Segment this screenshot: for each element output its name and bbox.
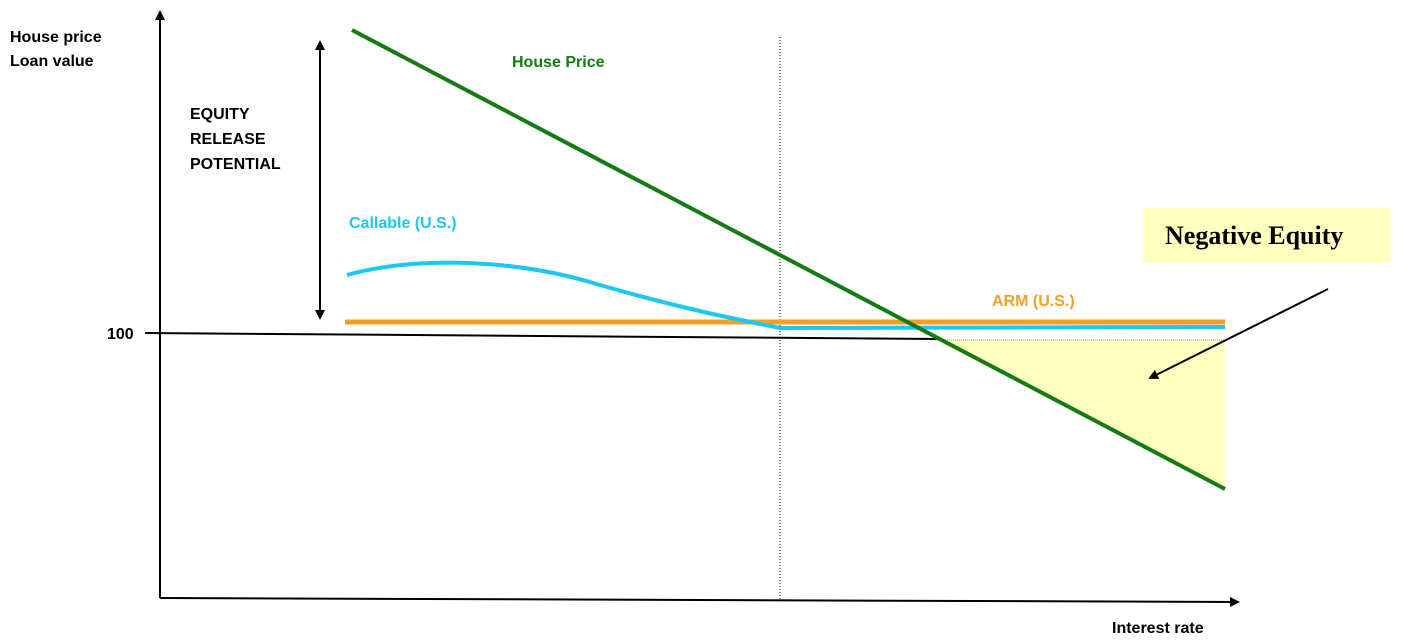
callable-label: Callable (U.S.) xyxy=(349,215,457,232)
house-price-label: House Price xyxy=(512,54,605,71)
x-axis-label: Interest rate xyxy=(1112,620,1204,637)
reference-line-100 xyxy=(144,332,941,340)
equity-release-label-line2: RELEASE xyxy=(190,131,266,148)
equity-release-label-line3: POTENTIAL xyxy=(190,156,281,173)
house-price-line xyxy=(351,28,1226,491)
y-axis-label-line1: House price xyxy=(10,29,102,46)
negative-equity-label: Negative Equity xyxy=(1165,221,1343,250)
equity-release-label-line1: EQUITY xyxy=(190,106,250,123)
arm-label: ARM (U.S.) xyxy=(992,293,1075,310)
reference-tick-label: 100 xyxy=(107,326,134,343)
callable-curve xyxy=(346,260,1226,331)
negative-equity-pointer xyxy=(1148,288,1329,379)
x-axis xyxy=(159,596,1240,607)
y-axis-label-line2: Loan value xyxy=(10,53,94,70)
negative-equity-label-box xyxy=(1143,208,1390,263)
